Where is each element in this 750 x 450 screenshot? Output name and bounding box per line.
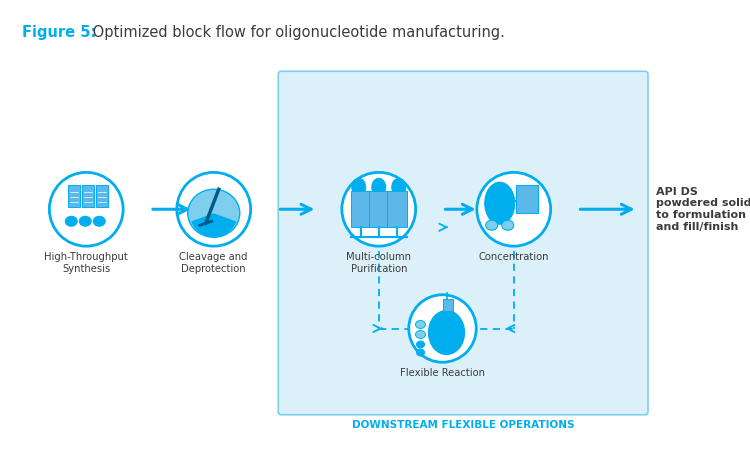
FancyBboxPatch shape	[278, 71, 648, 415]
Ellipse shape	[502, 220, 514, 230]
Ellipse shape	[93, 216, 105, 226]
Ellipse shape	[484, 182, 514, 224]
Ellipse shape	[392, 178, 406, 196]
Ellipse shape	[486, 220, 498, 230]
Ellipse shape	[372, 178, 386, 196]
FancyBboxPatch shape	[351, 191, 406, 227]
Ellipse shape	[188, 189, 240, 237]
Ellipse shape	[477, 172, 550, 246]
Ellipse shape	[352, 178, 366, 196]
FancyBboxPatch shape	[82, 185, 94, 207]
Ellipse shape	[416, 330, 425, 338]
Text: API DS
powdered solid
to formulation
and fill/finish: API DS powdered solid to formulation and…	[656, 187, 750, 232]
Text: Optimized block flow for oligonucleotide manufacturing.: Optimized block flow for oligonucleotide…	[88, 25, 506, 40]
Ellipse shape	[65, 216, 77, 226]
Ellipse shape	[342, 172, 416, 246]
Wedge shape	[191, 213, 236, 237]
FancyBboxPatch shape	[68, 185, 80, 207]
FancyBboxPatch shape	[96, 185, 108, 207]
Text: Multi-column
Purification: Multi-column Purification	[346, 252, 411, 274]
Ellipse shape	[416, 341, 424, 348]
Text: High-Throughput
Synthesis: High-Throughput Synthesis	[44, 252, 128, 274]
Ellipse shape	[80, 216, 92, 226]
Text: DOWNSTREAM FLEXIBLE OPERATIONS: DOWNSTREAM FLEXIBLE OPERATIONS	[352, 420, 574, 430]
Ellipse shape	[50, 172, 123, 246]
Ellipse shape	[416, 320, 425, 328]
Ellipse shape	[428, 310, 464, 355]
Ellipse shape	[409, 295, 476, 362]
Text: Flexible Reaction: Flexible Reaction	[400, 368, 485, 378]
FancyBboxPatch shape	[516, 185, 538, 213]
Text: Cleavage and
Deprotection: Cleavage and Deprotection	[179, 252, 248, 274]
Ellipse shape	[177, 172, 251, 246]
Ellipse shape	[416, 349, 424, 356]
FancyBboxPatch shape	[442, 298, 452, 310]
Text: Figure 5:: Figure 5:	[22, 25, 97, 40]
Text: Concentration: Concentration	[478, 252, 549, 262]
